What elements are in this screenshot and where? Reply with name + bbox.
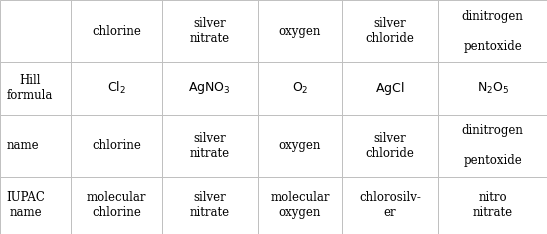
Text: $\mathrm{Cl_2}$: $\mathrm{Cl_2}$ — [107, 80, 126, 96]
Bar — [72, 115, 161, 177]
Text: nitro
nitrate: nitro nitrate — [473, 191, 513, 219]
Text: silver
chloride: silver chloride — [365, 132, 415, 160]
Text: silver
chloride: silver chloride — [365, 17, 415, 45]
Bar — [0, 115, 72, 177]
Bar — [438, 62, 547, 115]
Bar — [161, 62, 258, 115]
Bar — [0, 177, 72, 234]
Bar — [342, 177, 438, 234]
Bar — [0, 0, 72, 62]
Bar — [161, 115, 258, 177]
Bar — [342, 115, 438, 177]
Text: chlorine: chlorine — [92, 25, 141, 37]
Bar — [438, 115, 547, 177]
Text: silver
nitrate: silver nitrate — [190, 17, 230, 45]
Text: $\mathrm{O_2}$: $\mathrm{O_2}$ — [292, 81, 308, 96]
Bar — [161, 0, 258, 62]
Text: $\mathrm{AgNO_3}$: $\mathrm{AgNO_3}$ — [189, 80, 231, 96]
Bar — [438, 177, 547, 234]
Bar — [258, 62, 342, 115]
Text: silver
nitrate: silver nitrate — [190, 191, 230, 219]
Bar — [258, 115, 342, 177]
Text: $\mathrm{AgCl}$: $\mathrm{AgCl}$ — [375, 80, 405, 97]
Text: dinitrogen

pentoxide: dinitrogen pentoxide — [462, 124, 523, 167]
Bar — [72, 62, 161, 115]
Text: IUPAC
name: IUPAC name — [7, 191, 45, 219]
Bar — [0, 62, 72, 115]
Bar — [72, 0, 161, 62]
Text: Hill
formula: Hill formula — [7, 74, 53, 102]
Bar — [72, 177, 161, 234]
Text: chlorine: chlorine — [92, 139, 141, 152]
Bar — [342, 0, 438, 62]
Text: molecular
oxygen: molecular oxygen — [270, 191, 330, 219]
Text: oxygen: oxygen — [279, 139, 321, 152]
Text: chlorosilv-
er: chlorosilv- er — [359, 191, 421, 219]
Text: silver
nitrate: silver nitrate — [190, 132, 230, 160]
Text: dinitrogen

pentoxide: dinitrogen pentoxide — [462, 10, 523, 52]
Text: $\mathrm{N_2O_5}$: $\mathrm{N_2O_5}$ — [476, 81, 509, 96]
Text: name: name — [7, 139, 39, 152]
Bar — [258, 177, 342, 234]
Bar — [438, 0, 547, 62]
Text: oxygen: oxygen — [279, 25, 321, 37]
Bar — [161, 177, 258, 234]
Bar — [258, 0, 342, 62]
Text: molecular
chlorine: molecular chlorine — [87, 191, 146, 219]
Bar — [342, 62, 438, 115]
